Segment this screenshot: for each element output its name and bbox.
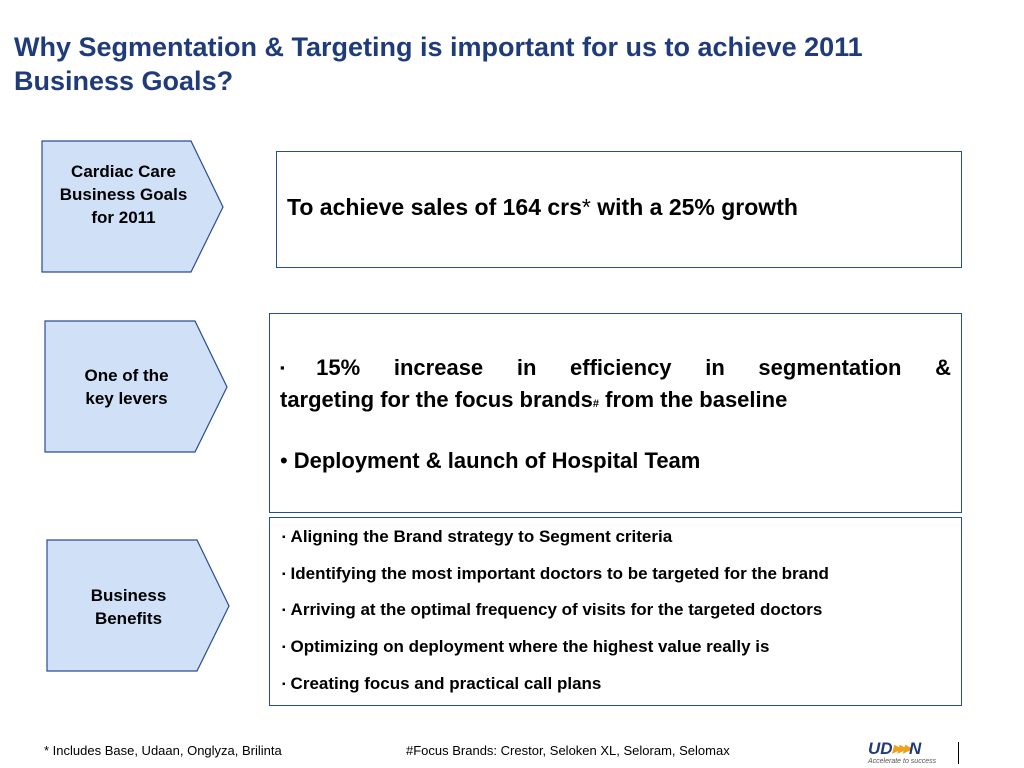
logo-wordmark: UD▶▶▶N xyxy=(868,740,948,758)
lever-item-2-text: Deployment & launch of Hospital Team xyxy=(293,448,701,473)
goal-statement: To achieve sales of 164 crs* with a 25% … xyxy=(287,194,798,221)
lever-item-1: ▪ 15% increase in efficiency in segmentat… xyxy=(280,352,951,420)
goal-statement-growth: with a 25% growth xyxy=(590,194,798,220)
benefits-pentagon-shape xyxy=(46,539,230,672)
slide-title-line-1: Why Segmentation & Targeting is importan… xyxy=(14,32,863,62)
lever-item-1-line-1: ▪ 15% increase in efficiency in segmentat… xyxy=(280,352,951,384)
footer-divider xyxy=(958,742,959,764)
benefit-item-text: Arriving at the optimal frequency of vis… xyxy=(290,600,823,619)
levers-box: ▪ 15% increase in efficiency in segmentat… xyxy=(269,313,962,513)
benefits-label: Business Benefits xyxy=(46,584,211,630)
lever-item-1-text: 15% increase in efficiency in segmentati… xyxy=(316,355,952,380)
square-bullet-icon: ▪ xyxy=(280,360,313,375)
levers-pentagon-shape xyxy=(44,320,228,453)
square-bullet-icon: ▪ xyxy=(282,679,286,690)
square-bullet-icon: ▪ xyxy=(282,605,286,616)
footnote-includes: * Includes Base, Udaan, Onglyza, Brilint… xyxy=(44,743,282,758)
udaan-logo: UD▶▶▶N Accelerate to success xyxy=(868,740,948,766)
benefit-item: ▪ Identifying the most important doctors … xyxy=(282,564,829,584)
footnote-focus-brands: #Focus Brands: Crestor, Seloken XL, Selo… xyxy=(406,743,730,758)
lever-item-1-text-2: targeting for the focus brands xyxy=(280,387,593,412)
benefit-item: ▪ Aligning the Brand strategy to Segment … xyxy=(282,527,672,547)
slide-title-line-2: Business Goals? xyxy=(14,66,234,96)
square-bullet-icon: ▪ xyxy=(282,532,286,543)
benefit-item: ▪ Arriving at the optimal frequency of vi… xyxy=(282,600,822,620)
logo-tagline: Accelerate to success xyxy=(868,758,937,765)
square-bullet-icon: ▪ xyxy=(282,569,286,580)
lever-item-2: • Deployment & launch of Hospital Team xyxy=(280,445,951,477)
goals-box: To achieve sales of 164 crs* with a 25% … xyxy=(276,151,962,268)
round-bullet-icon: • xyxy=(280,448,288,473)
levers-label-line-2: key levers xyxy=(85,389,168,408)
square-bullet-icon: ▪ xyxy=(282,642,286,653)
benefit-item: ▪ Optimizing on deployment where the high… xyxy=(282,637,769,657)
levers-label: One of the key levers xyxy=(44,364,209,410)
logo-text-right: N xyxy=(908,739,922,758)
play-arrows-icon: ▶▶▶ xyxy=(892,743,912,755)
goals-pentagon-shape xyxy=(41,140,224,273)
goal-statement-main: To achieve sales of 164 crs xyxy=(287,194,582,220)
slide-title: Why Segmentation & Targeting is importan… xyxy=(14,30,1004,98)
goals-label-line-1: Cardiac Care xyxy=(71,162,176,181)
levers-label-line-1: One of the xyxy=(84,366,169,385)
benefits-label-line-2: Benefits xyxy=(94,609,163,628)
focus-brands-footnote-mark: # xyxy=(592,398,600,410)
goals-label-line-3: for 2011 xyxy=(91,208,156,227)
benefits-box: ▪ Aligning the Brand strategy to Segment … xyxy=(269,517,962,706)
benefit-item-text: Optimizing on deployment where the highe… xyxy=(290,637,770,656)
goals-label: Cardiac Care Business Goals for 2011 xyxy=(41,160,206,229)
goal-footnote-star: * xyxy=(581,194,591,220)
benefits-label-line-1: Business xyxy=(90,586,167,605)
benefit-item-text: Identifying the most important doctors t… xyxy=(290,564,829,583)
benefit-item: ▪ Creating focus and practical call plans xyxy=(282,674,601,694)
goals-label-line-2: Business Goals xyxy=(59,185,188,204)
logo-text-left: UD xyxy=(868,739,893,758)
benefit-item-text: Creating focus and practical call plans xyxy=(290,674,602,693)
lever-item-1-text-3: from the baseline xyxy=(599,387,788,412)
lever-item-1-line-2: targeting for the focus brands# from the… xyxy=(280,384,951,420)
benefit-item-text: Aligning the Brand strategy to Segment c… xyxy=(290,527,673,546)
